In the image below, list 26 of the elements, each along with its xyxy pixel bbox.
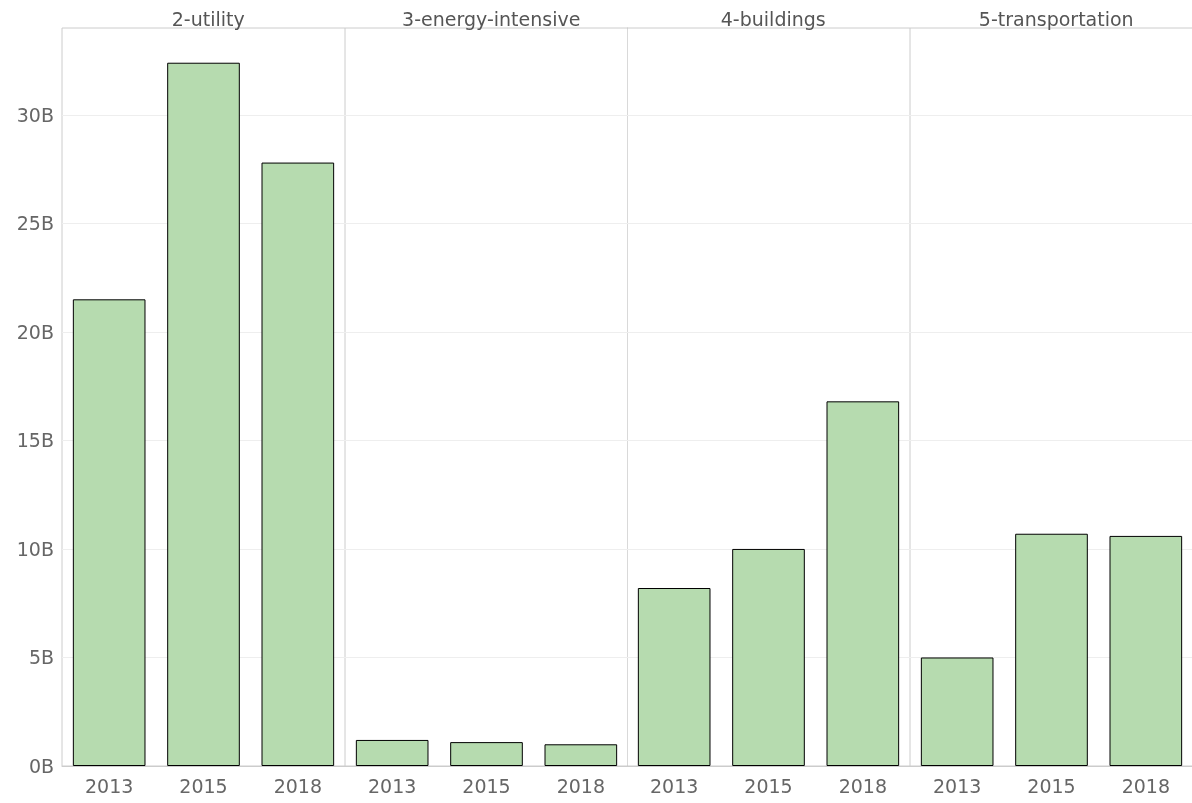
x-tick-label: 2018 [1121,774,1170,797]
y-tick-label: 5B [28,646,54,669]
x-tick-label: 2013 [932,774,981,797]
chart-title: 5-transportation [978,7,1134,30]
x-tick-label: 2015 [461,774,511,797]
y-tick-label: 30B [16,103,54,126]
y-tick-label: 15B [16,429,54,452]
bar [72,299,146,766]
y-tick-label: 25B [16,212,54,235]
x-tick-label: 2015 [744,774,793,797]
x-tick-label: 2018 [838,774,888,797]
x-tick-label: 2018 [273,774,323,797]
bar [261,162,335,766]
chart-title: 4-buildings [720,7,826,30]
bar [167,62,240,766]
x-tick-label: 2013 [367,774,416,797]
y-tick-label: 10B [16,537,54,560]
chart-title: 3-energy-intensive [401,7,580,30]
y-tick-label: 0B [28,755,54,777]
x-tick-label: 2015 [1026,774,1076,797]
x-tick-label: 2013 [649,774,699,797]
y-tick-label: 20B [16,320,54,343]
x-tick-label: 2018 [556,774,605,797]
x-tick-label: 2015 [179,774,228,797]
x-tick-label: 2013 [84,774,134,797]
chart-title: 2-utility [171,7,245,30]
